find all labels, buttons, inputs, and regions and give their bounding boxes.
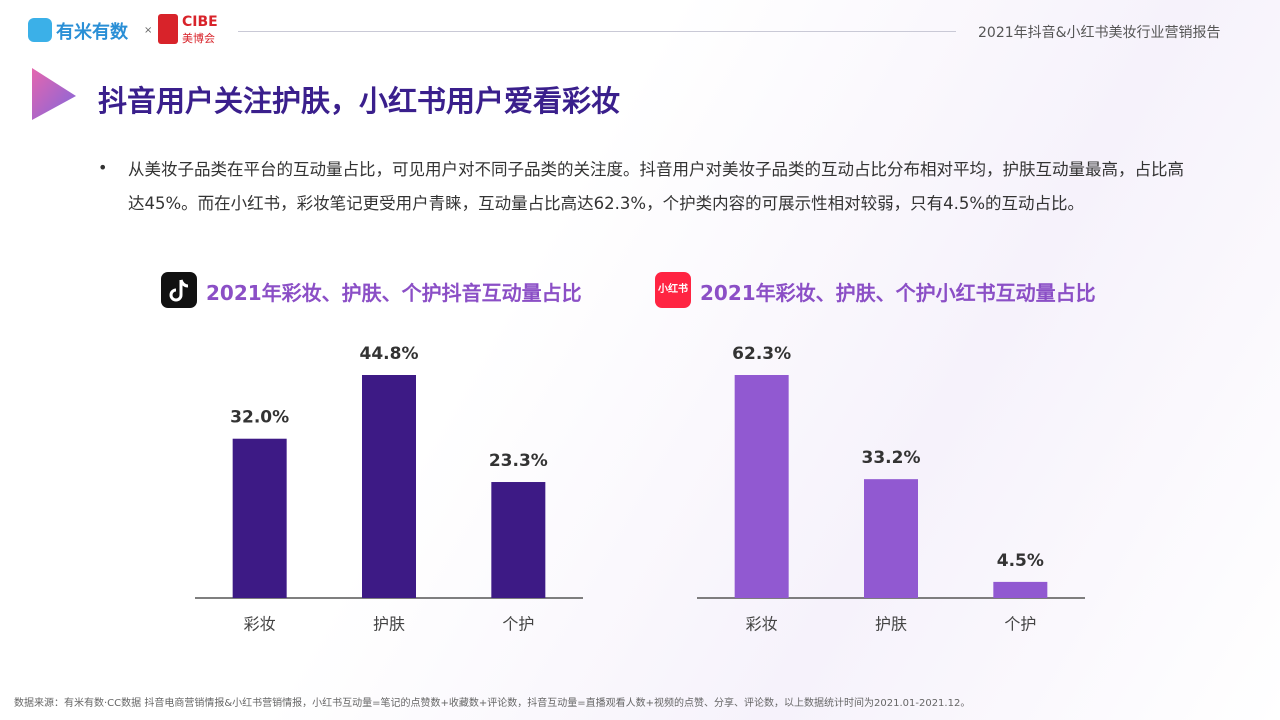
bar (362, 375, 416, 598)
bar (232, 438, 287, 598)
bullet-dot: • (98, 158, 108, 177)
value-label: 32.0% (230, 408, 289, 428)
x-tick-label: 个护 (502, 615, 534, 634)
bullet-text: 从美妆子品类在平台的互动量占比，可见用户对不同子品类的关注度。抖音用户对美妆子品… (128, 160, 1184, 213)
douyin-icon (161, 272, 197, 308)
title-icon (32, 68, 76, 120)
chart-title: 2021年彩妆、护肤、个护小红书互动量占比 (700, 281, 1096, 305)
value-label: 44.8% (360, 344, 419, 364)
value-label: 4.5% (997, 551, 1044, 571)
chart-title: 2021年彩妆、护肤、个护抖音互动量占比 (206, 281, 582, 305)
xiaohongshu-icon: 小红书 (655, 272, 691, 308)
logo-icon (28, 18, 52, 42)
value-label: 33.2% (862, 448, 921, 468)
logo-separator: × (144, 25, 153, 36)
bar (993, 581, 1048, 598)
source-note: 数据来源：有米有数·CC数据 抖音电商营销情报&小红书营销情报，小红书互动量=笔… (14, 698, 971, 709)
logo-text: 有米有数 (56, 22, 128, 43)
brand-sub: 美博会 (182, 32, 215, 45)
value-label: 62.3% (732, 344, 791, 364)
x-tick-label: 个护 (1004, 615, 1036, 634)
value-label: 23.3% (489, 451, 548, 471)
header-rule (238, 31, 956, 32)
brand-text: CIBE (182, 14, 218, 30)
slide-title: 抖音用户关注护肤，小红书用户爱看彩妆 (98, 84, 621, 118)
bar (734, 375, 789, 598)
x-tick-label: 彩妆 (244, 615, 276, 634)
brand-icon (158, 14, 178, 44)
report-title: 2021年抖音&小红书美妆行业营销报告 (978, 25, 1221, 41)
x-tick-label: 护肤 (373, 615, 405, 634)
bar (491, 482, 546, 598)
x-tick-label: 彩妆 (746, 615, 778, 634)
x-tick-label: 护肤 (875, 615, 907, 634)
bar (864, 479, 918, 598)
